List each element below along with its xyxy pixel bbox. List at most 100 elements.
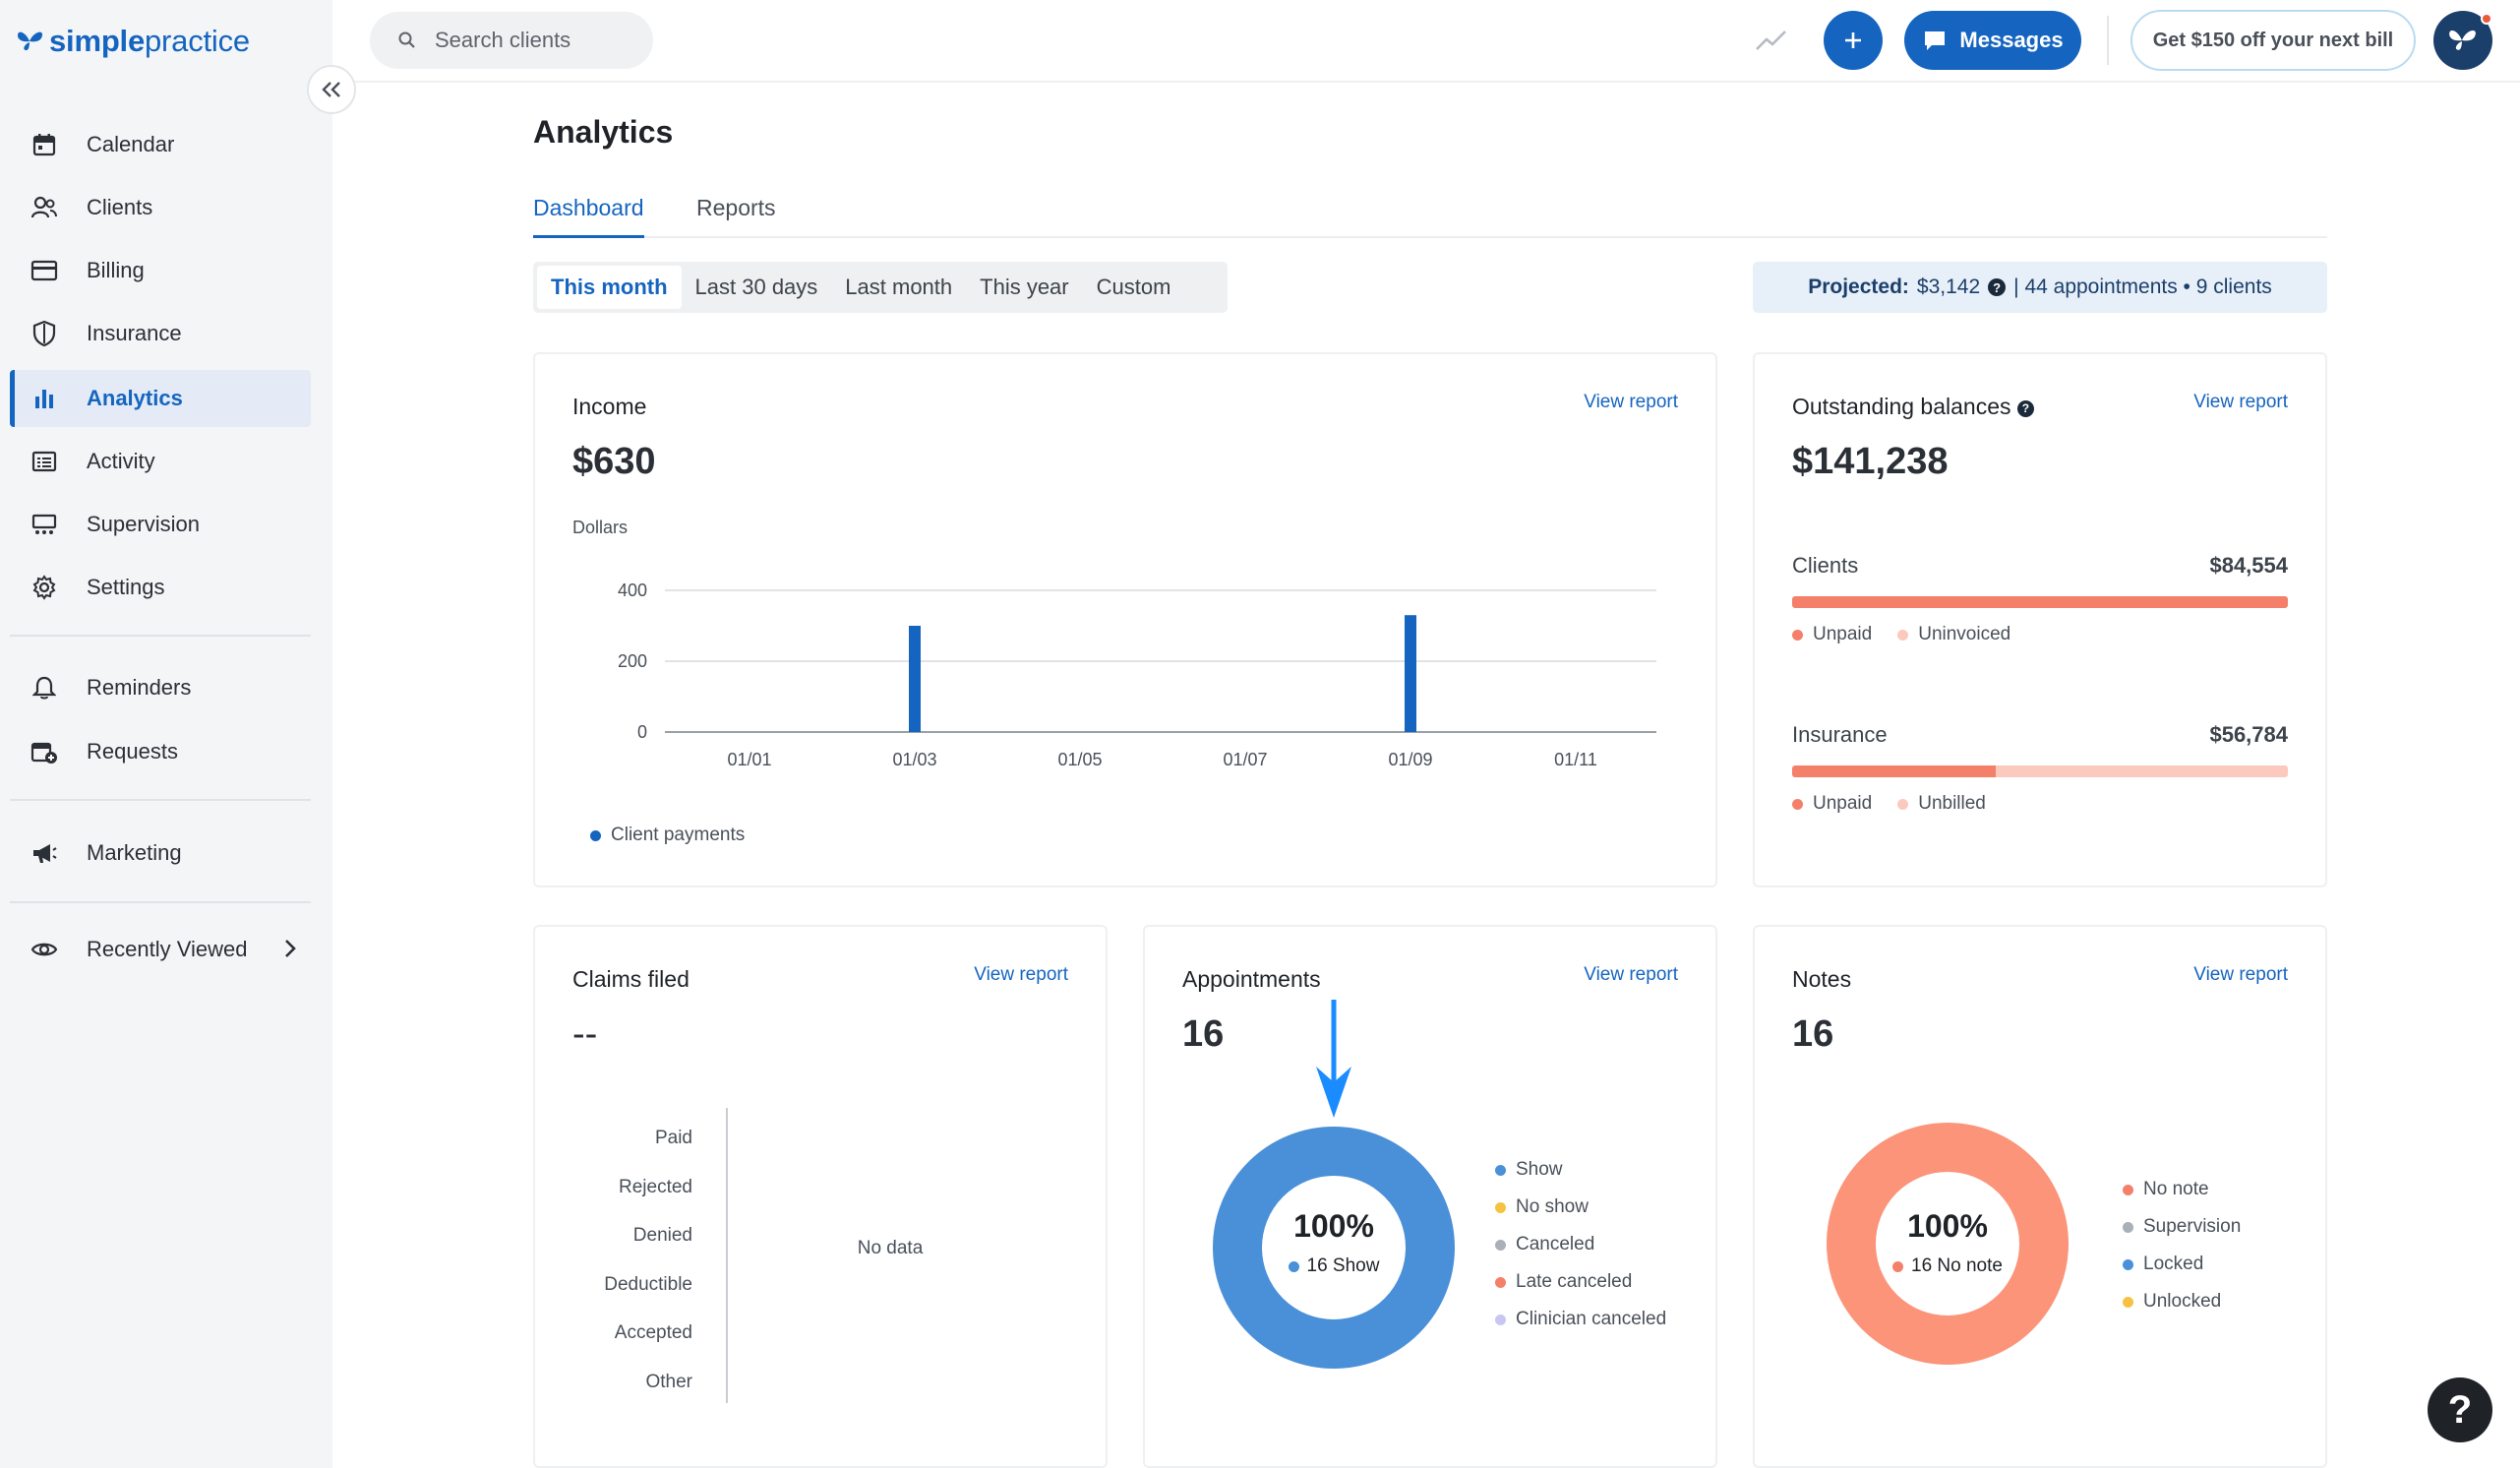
sidebar-item-supervision[interactable]: Supervision xyxy=(10,496,311,553)
claims-value: -- xyxy=(572,1013,598,1055)
search-icon xyxy=(398,31,415,48)
sidebar-divider xyxy=(10,635,311,637)
x-tick-label: 01/09 xyxy=(1388,750,1432,769)
sidebar-item-billing[interactable]: Billing xyxy=(10,242,311,299)
range-last-month[interactable]: Last month xyxy=(845,275,953,299)
claims-filed-card: Claims filed View report -- Paid Rejecte… xyxy=(533,925,1108,1468)
arrow-down-icon xyxy=(1316,1000,1351,1118)
y-tick-label: 200 xyxy=(618,651,647,671)
claims-axis xyxy=(726,1108,728,1403)
claims-view-report-link[interactable]: View report xyxy=(974,964,1068,985)
sidebar-item-label: Settings xyxy=(87,575,165,599)
add-button[interactable] xyxy=(1824,11,1883,70)
y-tick-label: 400 xyxy=(618,581,647,600)
legend-clinician-canceled: Clinician canceled xyxy=(1495,1301,1666,1338)
sidebar-item-label: Requests xyxy=(87,739,178,764)
help-button[interactable]: ? xyxy=(2428,1377,2492,1442)
clients-balance-bar xyxy=(1792,596,2288,608)
calendar-plus-icon xyxy=(30,737,59,766)
messages-button[interactable]: Messages xyxy=(1904,11,2081,70)
income-unit-label: Dollars xyxy=(572,518,629,537)
legend-show: Show xyxy=(1495,1151,1666,1189)
legend-label: Client payments xyxy=(611,825,746,845)
insurance-balance-value: $56,784 xyxy=(2209,722,2288,747)
range-last-30-days[interactable]: Last 30 days xyxy=(694,275,818,299)
insurance-balance-row: Insurance $56,784 Unpaid Unbilled xyxy=(1792,722,2288,830)
logo-text: simplepractice xyxy=(49,24,250,58)
list-icon xyxy=(30,447,59,476)
sidebar-item-marketing[interactable]: Marketing xyxy=(10,825,311,882)
sidebar-item-analytics[interactable]: Analytics xyxy=(10,370,311,427)
insurance-unpaid-segment xyxy=(1792,765,1996,777)
simplepractice-logo[interactable]: simplepractice xyxy=(16,22,250,61)
gear-icon xyxy=(30,573,59,602)
balances-view-report-link[interactable]: View report xyxy=(2193,392,2288,412)
income-bar xyxy=(1405,615,1416,732)
claims-row-label: Paid xyxy=(654,1128,692,1148)
chat-bubble-icon xyxy=(1925,31,1946,50)
sidebar-item-clients[interactable]: Clients xyxy=(10,179,311,236)
balances-title: Outstanding balances ? xyxy=(1792,394,2034,420)
appointments-donut-percent: 100% xyxy=(1293,1208,1374,1244)
legend-unpaid: Unpaid xyxy=(1792,785,1872,823)
sidebar-item-requests[interactable]: Requests xyxy=(10,723,311,780)
clients-balance-label: Clients xyxy=(1792,553,1859,578)
sidebar-item-reminders[interactable]: Reminders xyxy=(10,659,311,716)
search-placeholder: Search clients xyxy=(435,28,571,52)
notes-donut-chart xyxy=(1827,1123,2069,1365)
sidebar: simplepractice Calendar Clients Billing … xyxy=(0,0,332,1468)
chevron-right-icon xyxy=(283,938,297,965)
sidebar-item-activity[interactable]: Activity xyxy=(10,433,311,490)
legend-canceled: Canceled xyxy=(1495,1226,1666,1263)
insurance-balance-label: Insurance xyxy=(1792,722,1888,747)
appointments-legend: Show No show Canceled Late canceled Clin… xyxy=(1495,1151,1666,1338)
plus-icon xyxy=(1845,32,1861,48)
sidebar-item-insurance[interactable]: Insurance xyxy=(10,305,311,362)
claims-status-list: Paid Rejected Denied Deductible Accepted… xyxy=(535,1114,692,1406)
appointments-donut-chart xyxy=(1213,1127,1455,1369)
sidebar-item-label: Activity xyxy=(87,449,155,473)
range-this-year[interactable]: This year xyxy=(980,275,1069,299)
projected-summary: Projected: $3,142 ? | 44 appointments • … xyxy=(1753,262,2327,313)
income-value: $630 xyxy=(572,441,656,482)
projected-amount: $3,142 xyxy=(1916,275,1981,298)
range-custom[interactable]: Custom xyxy=(1096,275,1171,299)
legend-locked: Locked xyxy=(2123,1246,2241,1283)
claims-row-label: Deductible xyxy=(604,1273,692,1295)
tab-dashboard[interactable]: Dashboard xyxy=(533,195,644,238)
notes-value: 16 xyxy=(1792,1013,1834,1055)
help-circle-icon[interactable]: ? xyxy=(1988,278,2007,296)
sidebar-item-recently-viewed[interactable]: Recently Viewed xyxy=(10,921,311,978)
butterfly-avatar-icon xyxy=(2449,31,2476,50)
range-this-month[interactable]: This month xyxy=(537,266,682,309)
insurance-unbilled-segment xyxy=(1995,765,2288,777)
income-view-report-link[interactable]: View report xyxy=(1584,392,1678,412)
legend-dot xyxy=(1288,1260,1299,1272)
search-input[interactable]: Search clients xyxy=(370,12,653,69)
claims-row-label: Accepted xyxy=(614,1322,692,1343)
notes-card: Notes View report 16 100% 16 No note No … xyxy=(1753,925,2327,1468)
notes-donut-percent: 100% xyxy=(1907,1208,1988,1244)
income-bar-chart: 400 200 0 01/01 01/03 01/05 01/07 01/09 01/11 xyxy=(618,581,1656,769)
appointments-view-report-link[interactable]: View report xyxy=(1584,964,1678,985)
clients-balance-value: $84,554 xyxy=(2209,553,2288,578)
appointments-title: Appointments xyxy=(1182,966,1321,992)
notes-view-report-link[interactable]: View report xyxy=(2193,964,2288,985)
sidebar-item-calendar[interactable]: Calendar xyxy=(10,116,311,173)
legend-unpaid: Unpaid xyxy=(1792,616,1872,653)
sidebar-item-label: Reminders xyxy=(87,675,192,700)
help-circle-icon[interactable]: ? xyxy=(2016,399,2034,417)
sidebar-item-settings[interactable]: Settings xyxy=(10,559,311,616)
user-avatar[interactable] xyxy=(2433,11,2492,70)
x-tick-label: 01/11 xyxy=(1554,750,1597,769)
double-chevron-left-icon xyxy=(322,82,340,97)
trend-icon[interactable] xyxy=(1754,22,1789,62)
tab-reports[interactable]: Reports xyxy=(696,195,776,220)
top-bar: Search clients Messages Get $150 off you… xyxy=(332,0,2520,83)
date-range-selector: This month Last 30 days Last month This … xyxy=(533,262,1228,313)
x-tick-label: 01/01 xyxy=(727,750,771,769)
messages-label: Messages xyxy=(1959,28,2064,52)
promo-button[interactable]: Get $150 off your next bill xyxy=(2130,10,2416,71)
collapse-sidebar-button[interactable] xyxy=(307,65,356,114)
x-tick-label: 01/07 xyxy=(1223,750,1267,769)
